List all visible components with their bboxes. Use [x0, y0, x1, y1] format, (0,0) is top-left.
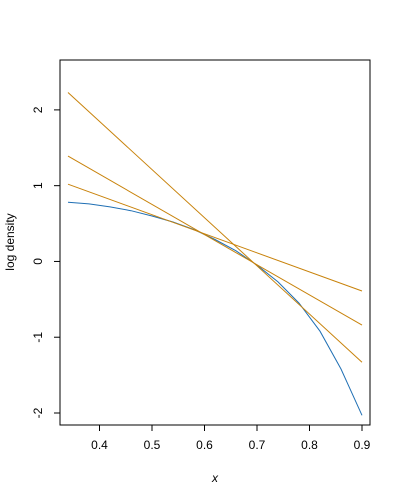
y-axis: -2 -1 0 1 2 [31, 106, 60, 418]
series-line-1 [67, 92, 363, 363]
x-axis: 0.4 0.5 0.6 0.7 0.8 0.9 [91, 425, 371, 452]
x-tick-label: 0.6 [196, 438, 213, 452]
y-tick-label: 2 [31, 106, 45, 113]
x-tick-label: 0.8 [301, 438, 318, 452]
x-tick-label: 0.9 [354, 438, 371, 452]
y-tick-label: 0 [31, 258, 45, 265]
plot-frame [59, 59, 371, 426]
series-layer [67, 92, 363, 416]
x-axis-title: x [211, 471, 219, 485]
y-axis-title: log density [3, 213, 17, 270]
x-tick-label: 0.7 [249, 438, 266, 452]
y-tick-label: -2 [31, 407, 45, 418]
y-tick-label: -1 [31, 332, 45, 343]
series-line-2 [67, 155, 363, 326]
x-tick-label: 0.4 [91, 438, 108, 452]
series-line-0 [67, 201, 363, 416]
series-line-3 [67, 183, 363, 292]
y-tick-label: 1 [31, 182, 45, 189]
x-tick-label: 0.5 [144, 438, 161, 452]
